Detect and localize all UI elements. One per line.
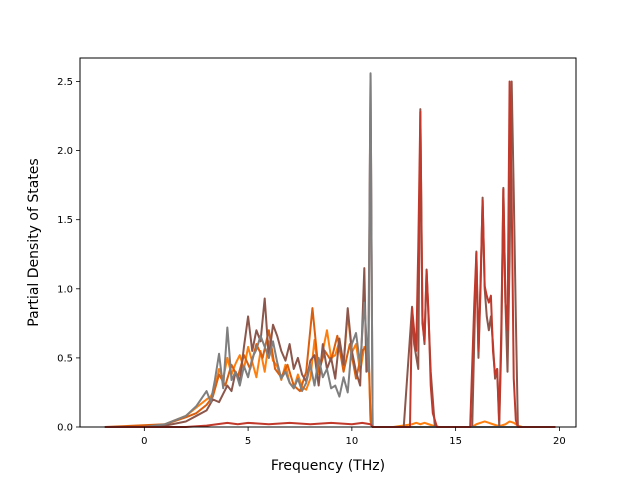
y-tick-label: 0.0 [57, 423, 73, 434]
series-line-1 [104, 312, 556, 428]
y-tick-label: 1.5 [57, 215, 73, 226]
x-tick-label: 15 [449, 436, 462, 447]
y-tick-label: 2.5 [57, 77, 73, 88]
y-axis-ticks: 0.0 0.5 1.0 1.5 2.0 2.5 [57, 77, 80, 434]
series-line-4 [104, 72, 556, 428]
x-axis-ticks: 0 5 10 15 20 [141, 427, 566, 447]
y-tick-label: 0.5 [57, 353, 73, 364]
series-line-5 [104, 80, 556, 428]
y-axis-label: Partial Density of States [26, 158, 42, 326]
x-tick-label: 10 [345, 436, 358, 447]
series-layer [104, 72, 556, 428]
plot-area-frame [79, 57, 577, 428]
x-tick-label: 20 [553, 436, 566, 447]
x-tick-label: 5 [245, 436, 251, 447]
x-axis-label: Frequency (THz) [271, 458, 385, 474]
y-tick-label: 2.0 [57, 146, 73, 157]
x-tick-label: 0 [141, 436, 147, 447]
series-line-2 [104, 307, 556, 428]
y-tick-label: 1.0 [57, 284, 73, 295]
